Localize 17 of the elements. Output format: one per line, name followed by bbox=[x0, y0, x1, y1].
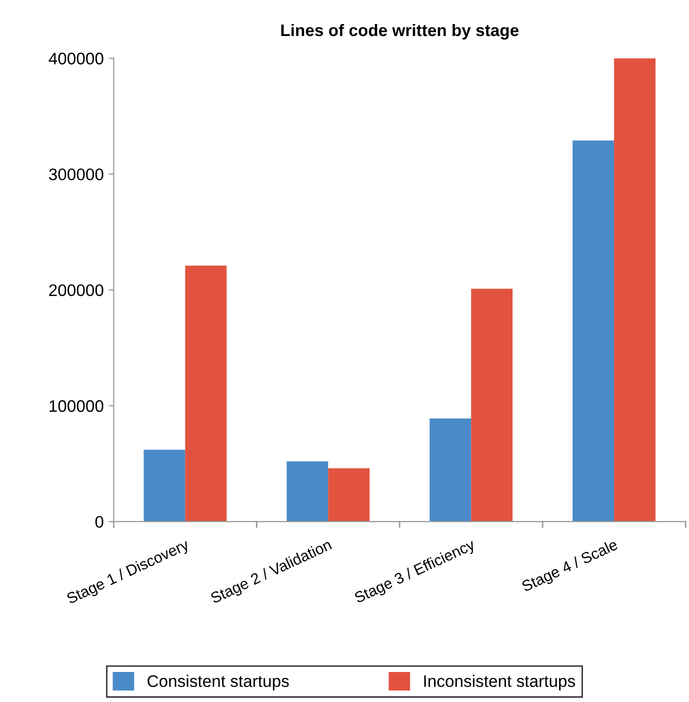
y-tick-label: 200000 bbox=[49, 284, 104, 296]
y-tick-label: 300000 bbox=[48, 168, 104, 180]
legend-label: Inconsistent startups bbox=[424, 674, 575, 690]
bar bbox=[572, 140, 614, 522]
bar bbox=[286, 461, 328, 522]
bar bbox=[144, 450, 186, 522]
y-tick-label: 400000 bbox=[48, 52, 104, 64]
bar bbox=[430, 418, 472, 522]
legend-label: Consistent startups bbox=[148, 674, 289, 690]
y-tick-label: 0 bbox=[95, 516, 104, 528]
bar bbox=[471, 288, 513, 522]
chart-title: Lines of code written by stage bbox=[281, 24, 519, 40]
bar bbox=[614, 58, 656, 522]
bar bbox=[328, 468, 370, 522]
x-tick-label: Stage 4 / Scale bbox=[520, 538, 620, 595]
bar bbox=[185, 266, 227, 522]
y-tick-label: 100000 bbox=[50, 400, 104, 412]
